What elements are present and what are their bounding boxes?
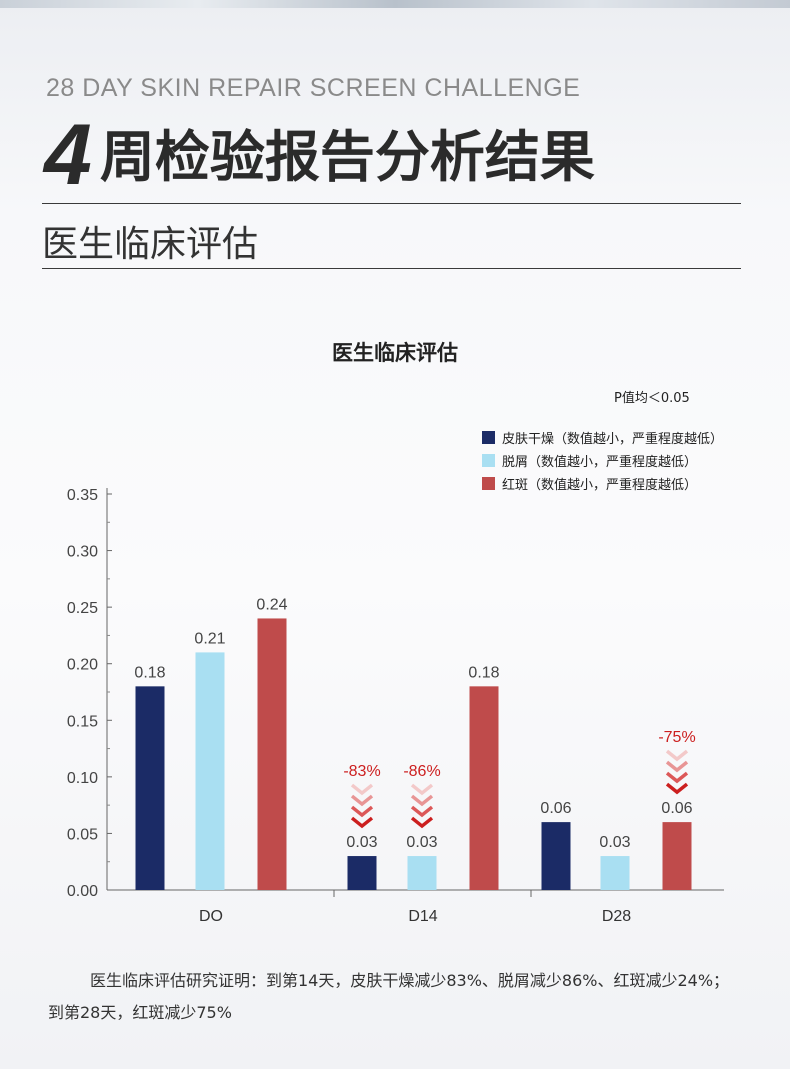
bar-value-label: 0.03 [346, 834, 377, 851]
title-divider-top [42, 203, 741, 204]
down-chevron-icon [665, 760, 689, 773]
bar [600, 856, 630, 890]
legend-item-erythema: 红斑（数值越小，严重程度越低） [482, 472, 723, 495]
bar-chart: 0.00 0.05 0.10 0.15 0.20 0.25 0.30 0.35 0.18 0.21… [67, 487, 724, 925]
y-tick-label: 0.30 [67, 544, 98, 561]
page-title-text: 周检验报告分析结果 [99, 125, 595, 189]
legend-swatch-erythema [482, 477, 495, 490]
down-chevron-icon [350, 794, 374, 807]
y-tick-label: 0.10 [67, 770, 98, 787]
legend-item-flaking: 脱屑（数值越小，严重程度越低） [482, 449, 723, 472]
bar-value-label: 0.03 [406, 834, 437, 851]
down-chevron-icon [350, 783, 374, 796]
legend-swatch-flaking [482, 454, 495, 467]
chart-legend: 皮肤干燥（数值越小，严重程度越低） 脱屑（数值越小，严重程度越低） 红斑（数值越… [482, 426, 723, 495]
bar-value-label: 0.18 [468, 664, 499, 681]
legend-item-dryness: 皮肤干燥（数值越小，严重程度越低） [482, 426, 723, 449]
down-chevron-icon [410, 794, 434, 807]
down-chevron-icon [410, 783, 434, 796]
y-tick-label: 0.35 [67, 487, 98, 504]
x-tick-label: D14 [408, 908, 437, 925]
page-title: 4 周检验报告分析结果 [44, 112, 595, 198]
footer-note: 医生临床评估研究证明：到第14天，皮肤干燥减少83%、脱屑减少86%、红斑减少2… [48, 971, 730, 1022]
bar [662, 822, 692, 890]
down-chevron-icon [350, 816, 374, 829]
down-chevron-icon [665, 771, 689, 784]
section-title: 医生临床评估 [42, 224, 259, 265]
down-chevron-icon [350, 805, 374, 818]
top-decorative-strip [0, 0, 790, 8]
legend-swatch-dryness [482, 431, 495, 444]
p-value-note: P值均＜0.05 [614, 391, 690, 406]
y-tick-label: 0.15 [67, 713, 98, 730]
bar [135, 686, 165, 890]
y-tick-label: 0.25 [67, 600, 98, 617]
bar-value-label: 0.03 [599, 834, 630, 851]
bar-value-label: 0.24 [256, 596, 287, 613]
bar [257, 618, 287, 890]
bar [407, 856, 437, 890]
x-tick-label: DO [199, 908, 223, 925]
chart-title: 医生临床评估 [332, 341, 458, 365]
y-tick-label: 0.05 [67, 826, 98, 843]
bar-value-label: 0.21 [194, 630, 225, 647]
y-tick-label: 0.00 [67, 883, 98, 900]
bar [541, 822, 571, 890]
bar-value-label: 0.06 [540, 800, 571, 817]
bar-value-label: 0.06 [661, 800, 692, 817]
english-subtitle: 28 DAY SKIN REPAIR SCREEN CHALLENGE [46, 74, 581, 102]
title-divider-bottom [42, 268, 741, 269]
reduction-annotation: -86% [403, 763, 440, 780]
down-chevron-icon [410, 805, 434, 818]
bar-value-label: 0.18 [134, 664, 165, 681]
y-tick-label: 0.20 [67, 657, 98, 674]
legend-label-dryness: 皮肤干燥（数值越小，严重程度越低） [502, 432, 724, 447]
reduction-annotation: -83% [343, 763, 380, 780]
legend-label-flaking: 脱屑（数值越小，严重程度越低） [502, 455, 698, 470]
down-chevron-icon [665, 749, 689, 762]
down-chevron-icon [410, 816, 434, 829]
x-tick-label: D28 [602, 908, 631, 925]
page-title-number: 4 [44, 107, 92, 203]
bar [195, 652, 225, 890]
legend-label-erythema: 红斑（数值越小，严重程度越低） [502, 478, 698, 493]
bar [469, 686, 499, 890]
bar [347, 856, 377, 890]
down-chevron-icon [665, 782, 689, 795]
reduction-annotation: -75% [658, 729, 695, 746]
